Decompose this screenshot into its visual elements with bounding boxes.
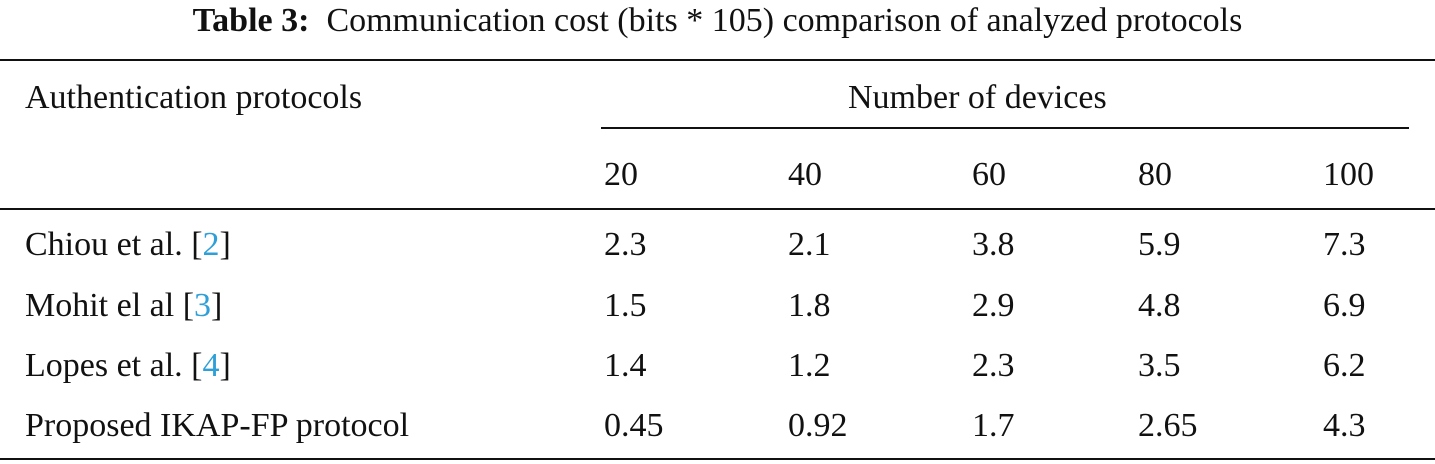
column-header: 20 bbox=[604, 156, 638, 193]
header-bottom-rule bbox=[0, 208, 1435, 210]
table-cell: 6.2 bbox=[1323, 347, 1366, 384]
row-header: Authentication protocols bbox=[25, 79, 363, 116]
bottom-rule bbox=[0, 458, 1435, 460]
table-cell: 2.9 bbox=[972, 287, 1015, 324]
column-header: 40 bbox=[788, 156, 822, 193]
row-label: Chiou et al. [2] bbox=[25, 226, 231, 263]
table-cell: 2.65 bbox=[1138, 407, 1198, 444]
row-label: Lopes et al. [4] bbox=[25, 347, 231, 384]
citation-link[interactable]: 4 bbox=[202, 347, 220, 384]
table-cell: 2.3 bbox=[604, 226, 647, 263]
group-rule bbox=[601, 127, 1409, 129]
table-cell: 1.2 bbox=[788, 347, 831, 384]
caption-label: Table 3: bbox=[192, 2, 310, 39]
table-cell: 1.8 bbox=[788, 287, 831, 324]
caption-text: Communication cost (bits * 105) comparis… bbox=[326, 2, 1243, 39]
row-name: Chiou et al. bbox=[25, 226, 192, 263]
table-cell: 3.5 bbox=[1138, 347, 1181, 384]
table-cell: 1.7 bbox=[972, 407, 1015, 444]
top-rule bbox=[0, 59, 1435, 61]
group-header: Number of devices bbox=[848, 79, 1107, 116]
table-cell: 2.3 bbox=[972, 347, 1015, 384]
table-cell: 5.9 bbox=[1138, 226, 1181, 263]
table-cell: 4.3 bbox=[1323, 407, 1366, 444]
table-cell: 1.5 bbox=[604, 287, 647, 324]
column-header: 100 bbox=[1323, 156, 1374, 193]
table-cell: 6.9 bbox=[1323, 287, 1366, 324]
row-label: Proposed IKAP-FP protocol bbox=[25, 407, 410, 444]
table-cell: 0.45 bbox=[604, 407, 664, 444]
table-cell: 4.8 bbox=[1138, 287, 1181, 324]
citation-link[interactable]: 2 bbox=[202, 226, 220, 263]
table-cell: 0.92 bbox=[788, 407, 848, 444]
table-cell: 2.1 bbox=[788, 226, 831, 263]
column-header: 80 bbox=[1138, 156, 1172, 193]
row-name: Mohit el al bbox=[25, 287, 183, 324]
table-cell: 1.4 bbox=[604, 347, 647, 384]
table-caption: Table 3: Communication cost (bits * 105)… bbox=[0, 0, 1435, 42]
table-cell: 7.3 bbox=[1323, 226, 1366, 263]
row-label: Mohit el al [3] bbox=[25, 287, 223, 324]
citation-link[interactable]: 3 bbox=[194, 287, 212, 324]
column-header: 60 bbox=[972, 156, 1006, 193]
table-cell: 3.8 bbox=[972, 226, 1015, 263]
row-name: Lopes et al. bbox=[25, 347, 192, 384]
